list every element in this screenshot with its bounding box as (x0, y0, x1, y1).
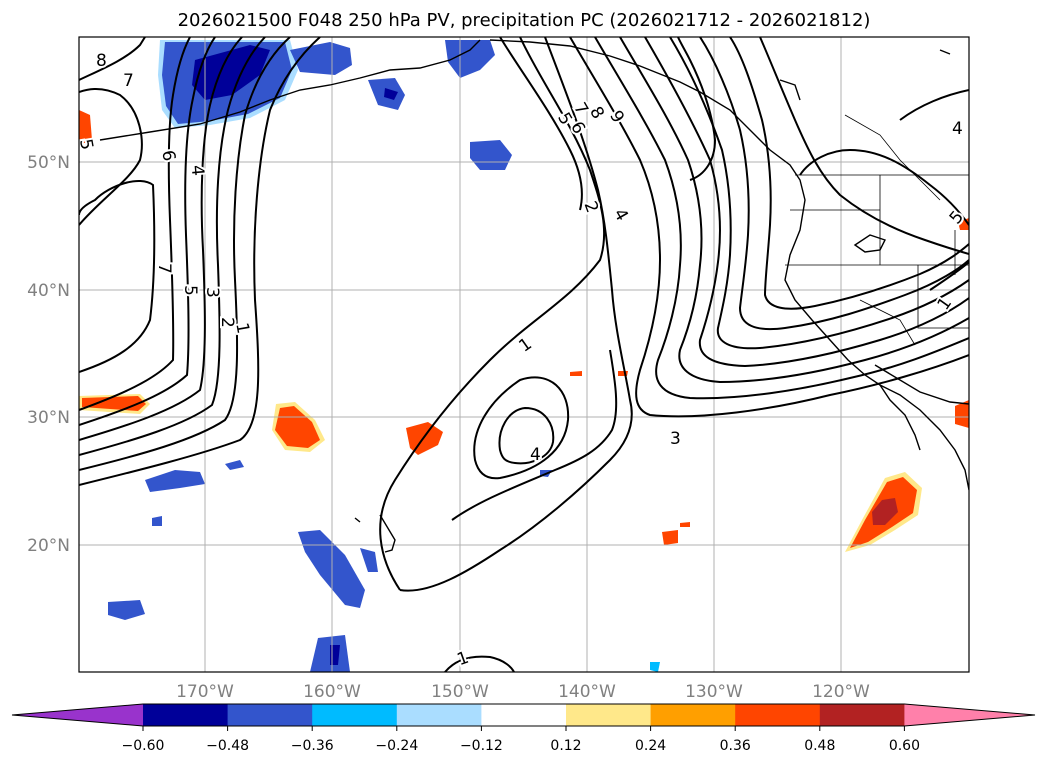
precip-pos-dot-2 (618, 371, 628, 376)
contour-label: 4 (187, 164, 208, 177)
precip-neg-hawaii-mid-2 (360, 548, 378, 572)
longitude-labels: 170°W 160°W 150°W 140°W 130°W 120°W (176, 682, 870, 702)
colorbar-segment (735, 704, 821, 726)
colorbar-segment (396, 704, 482, 726)
precip-pos-dot-3 (662, 530, 678, 545)
lon-label: 140°W (558, 682, 616, 702)
precip-neg-bering-core (192, 45, 270, 100)
precip-neg-alaska-core (384, 88, 398, 100)
contour-label: 2 (217, 317, 237, 328)
colorbar: −0.60 −0.48 −0.36 −0.24 −0.12 0.12 0.24 0.36 0.4… (11, 703, 1036, 754)
colorbar-tick-label: −0.36 (291, 738, 334, 754)
colorbar-tick-label: −0.12 (460, 738, 503, 754)
precip-pos-east-edge-1 (955, 400, 969, 428)
precip-neg-dot-2 (152, 516, 162, 526)
precip-pos-dot-4 (680, 522, 690, 527)
colorbar-segment (143, 704, 229, 726)
map-frame (78, 36, 970, 673)
colorbar-tick-label: 0.12 (550, 738, 581, 754)
colorbar-tick-label: 0.24 (635, 738, 666, 754)
precip-neg-hawaii-north (145, 470, 205, 492)
pv-contours (79, 37, 969, 672)
contour-label: 7 (123, 71, 134, 91)
contour-label: 3 (202, 287, 222, 298)
colorbar-segment (312, 704, 398, 726)
contour-label: 5 (180, 285, 200, 296)
lat-label: 30°N (27, 408, 70, 428)
map-background (79, 37, 969, 672)
contour-label: 7 (154, 263, 174, 274)
lon-label: 120°W (812, 682, 870, 702)
colorbar-segment (481, 704, 567, 726)
precip-pos-west-edge (79, 110, 92, 145)
colorbar-tick-label: −0.24 (375, 738, 418, 754)
precip-pos-central-2 (406, 422, 443, 455)
contour-label: 3 (670, 429, 681, 449)
precip-neg-dot-4 (650, 662, 660, 672)
graticule (79, 37, 969, 672)
precip-pos-mexico-core (872, 498, 898, 525)
colorbar-tick-label: 0.60 (889, 738, 920, 754)
contour-label: 8 (96, 51, 107, 71)
colorbar-extend-high (904, 704, 1035, 726)
colorbar-segment (650, 704, 736, 726)
precip-pos-dot-1 (570, 371, 582, 376)
coastlines (99, 39, 969, 553)
colorbar-tick-label: −0.60 (122, 738, 165, 754)
lon-label: 170°W (176, 682, 234, 702)
colorbar-tick-label: 0.36 (720, 738, 751, 754)
map-panel: 8 7 6 5 4 7 5 3 2 1 7 8 9 5 6 2 4 1 4 3 (78, 36, 970, 673)
lat-label: 40°N (27, 281, 70, 301)
precip-neg-dot-1 (225, 460, 244, 470)
lon-label: 130°W (685, 682, 743, 702)
lat-label: 20°N (27, 536, 70, 556)
colorbar-tick-label: 0.48 (804, 738, 835, 754)
precip-neg-hawaii-west (108, 600, 145, 620)
latitude-labels: 50°N 40°N 30°N 20°N (27, 153, 70, 556)
lat-label: 50°N (27, 153, 70, 173)
contour-label: 4 (952, 119, 963, 139)
precip-neg-alaska-2 (445, 40, 495, 78)
contour-label: 4 (530, 445, 541, 465)
lon-label: 160°W (303, 682, 361, 702)
colorbar-segment (227, 704, 313, 726)
lon-label: 150°W (431, 682, 489, 702)
figure-title: 2026021500 F048 250 hPa PV, precipitatio… (178, 10, 871, 31)
colorbar-tick-label: −0.48 (206, 738, 249, 754)
colorbar-segment (566, 704, 652, 726)
colorbar-segment (819, 704, 905, 726)
colorbar-extend-low (12, 704, 143, 726)
